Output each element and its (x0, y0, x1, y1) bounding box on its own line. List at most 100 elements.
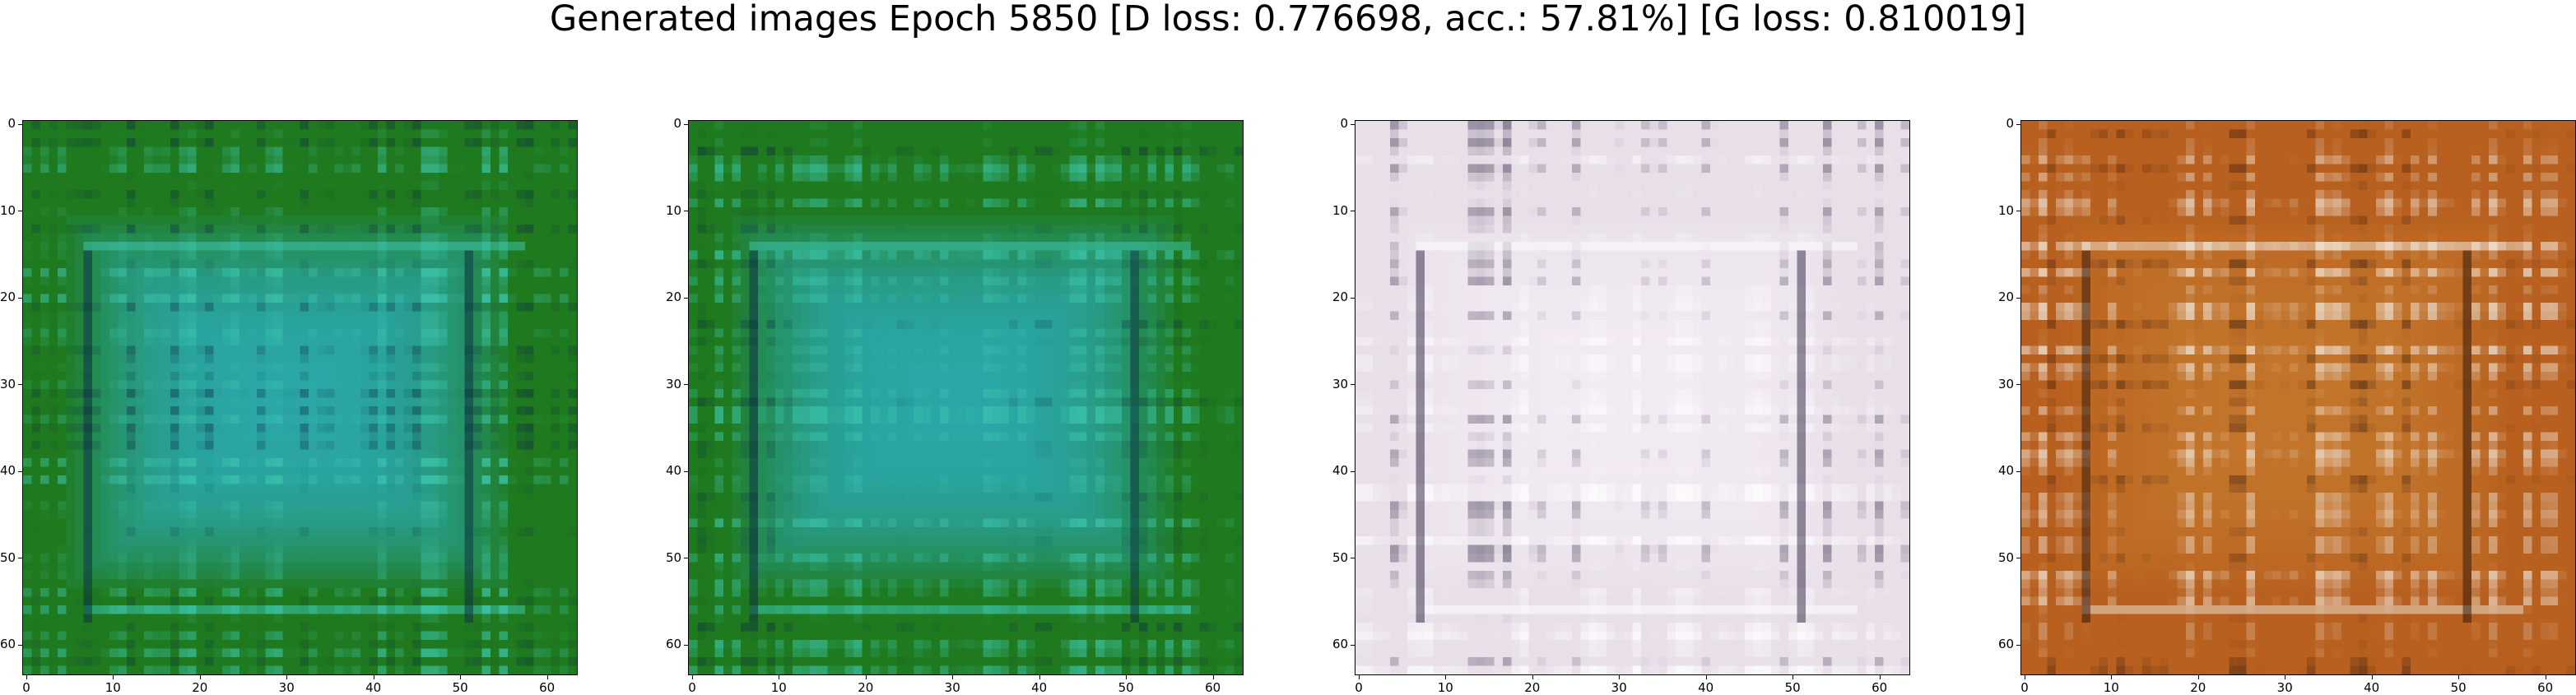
generated-image-4-ytick-label-2: 20 (1998, 290, 2015, 305)
generated-image-1-ytick-label-3: 30 (0, 376, 16, 392)
generated-image-1-xtick-label-6: 60 (539, 680, 556, 695)
generated-image-3-ytick-label-2: 20 (1332, 290, 1349, 305)
generated-image-2-xtick-mark-5 (1126, 675, 1128, 679)
generated-image-2-canvas (689, 121, 1243, 674)
generated-image-4-ytick-label-6: 60 (1998, 637, 2015, 652)
generated-image-1-ytick-label-1: 10 (0, 202, 16, 218)
generated-image-3-ytick-label-6: 60 (1332, 637, 1349, 652)
generated-image-4-ytick-label-4: 40 (1998, 463, 2015, 479)
generated-image-4-xtick-label-1: 10 (2103, 680, 2119, 695)
generated-image-1-ytick-label-5: 50 (0, 549, 16, 565)
generated-image-4-xtick-mark-5 (2458, 675, 2460, 679)
generated-image-3-ytick-mark-0 (1351, 123, 1355, 125)
generated-image-4-xtick-mark-1 (2111, 675, 2113, 679)
generated-image-1-xtick-label-3: 30 (278, 680, 295, 695)
generated-image-1-xtick-mark-5 (460, 675, 462, 679)
generated-image-4-xtick-mark-4 (2371, 675, 2373, 679)
generated-image-1-ytick-label-2: 20 (0, 290, 16, 305)
generated-image-2 (688, 120, 1244, 675)
generated-image-2-xtick-mark-0 (691, 675, 693, 679)
generated-image-3-ytick-label-1: 10 (1332, 202, 1349, 218)
generated-image-4-ytick-mark-0 (2016, 123, 2020, 125)
generated-image-1-canvas (23, 121, 577, 674)
generated-image-1 (22, 120, 578, 675)
generated-image-3-xtick-label-1: 10 (1437, 680, 1453, 695)
generated-image-2-ytick-label-5: 50 (666, 549, 682, 565)
generated-image-1-xtick-label-5: 50 (452, 680, 468, 695)
generated-image-3-xtick-label-0: 0 (1355, 680, 1363, 695)
generated-image-3 (1355, 120, 1910, 675)
generated-image-3-xtick-mark-0 (1358, 675, 1360, 679)
generated-image-1-xtick-label-1: 10 (105, 680, 121, 695)
generated-image-3-xtick-mark-1 (1445, 675, 1447, 679)
generated-image-3-ytick-mark-4 (1351, 470, 1355, 472)
generated-image-2-xtick-label-1: 10 (770, 680, 787, 695)
generated-image-4-xtick-label-2: 20 (2190, 680, 2206, 695)
generated-image-4 (2020, 120, 2576, 675)
generated-image-4-xtick-mark-2 (2197, 675, 2199, 679)
generated-image-3-ytick-label-3: 30 (1332, 376, 1349, 392)
generated-image-1-xtick-mark-3 (286, 675, 288, 679)
generated-image-4-ytick-label-3: 30 (1998, 376, 2015, 392)
generated-image-1-xtick-label-0: 0 (22, 680, 30, 695)
generated-image-1-xtick-mark-6 (546, 675, 548, 679)
generated-image-3-xtick-label-4: 40 (1698, 680, 1714, 695)
generated-image-3-ytick-mark-2 (1351, 297, 1355, 299)
generated-image-2-xtick-label-3: 30 (944, 680, 960, 695)
generated-image-3-xtick-mark-2 (1532, 675, 1533, 679)
generated-image-2-xtick-mark-3 (952, 675, 954, 679)
generated-image-1-ytick-label-6: 60 (0, 637, 16, 652)
generated-image-1-ytick-mark-4 (18, 470, 22, 472)
generated-image-1-ytick-label-0: 0 (7, 116, 16, 132)
generated-image-2-ytick-mark-6 (684, 644, 688, 646)
generated-image-2-ytick-label-4: 40 (666, 463, 682, 479)
generated-image-3-xtick-mark-4 (1705, 675, 1707, 679)
generated-image-1-xtick-label-4: 40 (365, 680, 382, 695)
generated-image-2-xtick-mark-6 (1212, 675, 1214, 679)
generated-image-4-ytick-mark-4 (2016, 470, 2020, 472)
generated-image-1-xtick-mark-1 (113, 675, 114, 679)
generated-image-1-ytick-mark-6 (18, 644, 22, 646)
generated-image-2-ytick-mark-0 (684, 123, 688, 125)
generated-image-4-xtick-label-0: 0 (2020, 680, 2029, 695)
generated-image-4-ytick-label-0: 0 (2006, 116, 2015, 132)
generated-image-3-xtick-label-2: 20 (1524, 680, 1541, 695)
generated-image-4-ytick-label-5: 50 (1998, 549, 2015, 565)
generated-image-3-ytick-label-0: 0 (1340, 116, 1349, 132)
generated-image-4-ytick-label-1: 10 (1998, 202, 2015, 218)
generated-image-4-xtick-label-6: 60 (2537, 680, 2554, 695)
generated-image-4-ytick-mark-3 (2016, 384, 2020, 386)
generated-image-1-ytick-mark-0 (18, 123, 22, 125)
generated-image-1-xtick-mark-2 (199, 675, 201, 679)
generated-image-2-ytick-label-2: 20 (666, 290, 682, 305)
generated-image-2-xtick-label-0: 0 (688, 680, 696, 695)
generated-image-4-xtick-label-4: 40 (2364, 680, 2380, 695)
generated-image-4-canvas (2021, 121, 2575, 674)
generated-image-2-ytick-label-0: 0 (673, 116, 682, 132)
generated-image-2-ytick-label-1: 10 (666, 202, 682, 218)
generated-image-2-ytick-mark-2 (684, 297, 688, 299)
generated-image-2-ytick-label-3: 30 (666, 376, 682, 392)
generated-image-3-ytick-mark-3 (1351, 384, 1355, 386)
generated-image-2-ytick-mark-3 (684, 384, 688, 386)
generated-image-2-ytick-mark-4 (684, 470, 688, 472)
generated-image-3-xtick-mark-3 (1619, 675, 1620, 679)
generated-image-3-xtick-label-6: 60 (1872, 680, 1888, 695)
generated-image-1-ytick-mark-3 (18, 384, 22, 386)
generated-image-3-ytick-label-5: 50 (1332, 549, 1349, 565)
generated-image-2-xtick-label-4: 40 (1031, 680, 1048, 695)
generated-image-3-xtick-label-3: 30 (1611, 680, 1627, 695)
generated-image-2-xtick-mark-4 (1039, 675, 1040, 679)
generated-image-1-ytick-mark-2 (18, 297, 22, 299)
generated-image-3-canvas (1355, 121, 1909, 674)
generated-image-1-xtick-label-2: 20 (192, 680, 208, 695)
generated-image-3-ytick-mark-6 (1351, 644, 1355, 646)
generated-image-2-xtick-mark-2 (865, 675, 867, 679)
generated-image-3-xtick-label-5: 50 (1784, 680, 1801, 695)
generated-image-1-xtick-mark-0 (26, 675, 27, 679)
generated-image-3-ytick-label-4: 40 (1332, 463, 1349, 479)
generated-image-4-ytick-mark-6 (2016, 644, 2020, 646)
generated-image-2-xtick-label-2: 20 (858, 680, 874, 695)
generated-image-3-xtick-mark-6 (1879, 675, 1881, 679)
generated-image-2-xtick-label-6: 60 (1205, 680, 1221, 695)
